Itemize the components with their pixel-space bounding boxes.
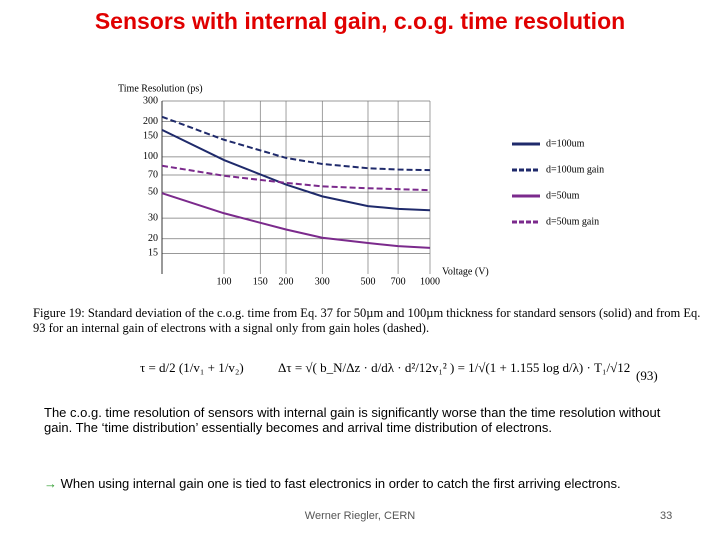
x-tick-label: 200 [279, 276, 294, 287]
series-line [161, 128, 431, 212]
y-tick-label: 300 [143, 95, 158, 106]
body-text: The c.o.g. time resolution of sensors wi… [44, 405, 661, 435]
x-tick-label: 150 [253, 276, 268, 287]
x-tick-label: 1000 [420, 276, 440, 287]
legend-label: d=100um [546, 138, 585, 149]
figure-caption: Figure 19: Standard deviation of the c.o… [33, 306, 701, 335]
x-tick-label: 100 [217, 276, 232, 287]
y-axis-title: Time Resolution (ps) [118, 83, 203, 94]
page-number: 33 [660, 510, 673, 522]
series-line [161, 192, 431, 249]
legend-label: d=50um [546, 190, 580, 201]
x-tick-label: 500 [360, 276, 375, 287]
y-tick-label: 70 [148, 169, 158, 180]
y-tick-label: 20 [148, 233, 158, 244]
y-tick-label: 150 [143, 131, 158, 142]
arrow-icon: → [44, 476, 57, 491]
legend-label: d=50um gain [546, 216, 599, 227]
x-tick-label: 700 [391, 276, 406, 287]
equation-right: Δτ = √( b_N/Δz · d/dλ · d²/12v₁² ) = 1/√… [278, 360, 631, 375]
footer: Werner Riegler, CERN [304, 510, 416, 522]
legend-label: d=100um gain [546, 164, 604, 175]
equation-left: τ = d/2 (1/v₁ + 1/v₂) [140, 360, 244, 375]
y-tick-label: 30 [148, 212, 158, 223]
equation-number: (93) [636, 368, 658, 383]
y-tick-label: 50 [148, 186, 158, 197]
chart: Time Resolution (ps) Voltage (V) 15 20 30 5… [118, 83, 604, 287]
series-line [161, 115, 431, 172]
y-tick-label: 100 [143, 151, 158, 162]
y-tick-label: 15 [148, 248, 158, 259]
series-line [161, 164, 431, 192]
x-tick-label: 300 [315, 276, 330, 287]
body-text: → When using internal gain one is tied t… [44, 476, 684, 491]
x-axis-title: Voltage (V) [442, 266, 489, 277]
y-tick-label: 200 [143, 116, 158, 127]
body-text-line: When using internal gain one is tied to … [60, 476, 621, 491]
slide-title: Sensors with internal gain, c.o.g. time … [94, 8, 626, 34]
